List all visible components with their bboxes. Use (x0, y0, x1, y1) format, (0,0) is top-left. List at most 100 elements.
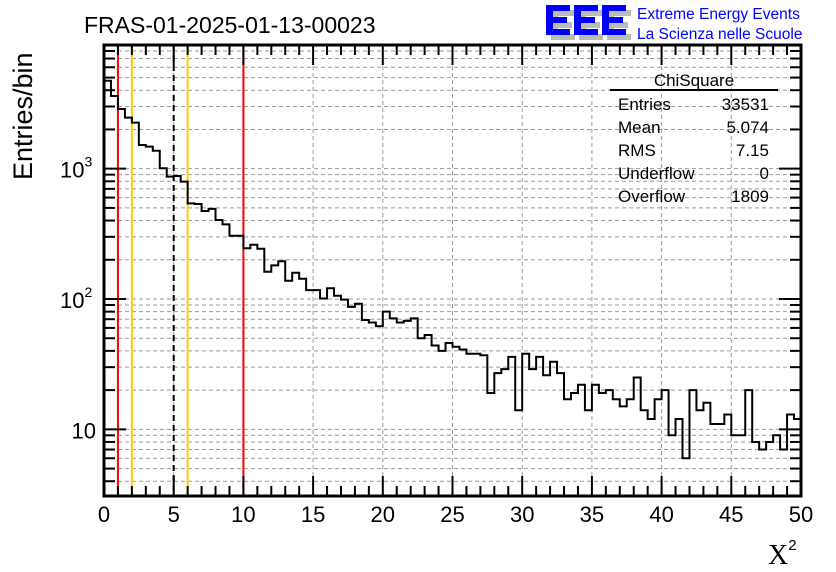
histogram-bin (404, 321, 411, 496)
histogram-bin (717, 424, 724, 496)
logo-letter-bar (551, 10, 575, 16)
histogram-bin (383, 312, 390, 496)
histogram-bin (766, 442, 773, 496)
histogram-bin (132, 123, 139, 496)
histogram-bin (299, 279, 306, 496)
histogram-bin (181, 182, 188, 496)
histogram-bin (564, 399, 571, 496)
histogram-bin (236, 236, 243, 496)
histogram-bin (487, 393, 494, 496)
histogram-bin (425, 335, 432, 496)
histogram-bin (676, 419, 683, 496)
histogram-bin (466, 354, 473, 496)
histogram-bin (592, 385, 599, 496)
histogram-bin (397, 323, 404, 496)
x-tick-label: 35 (580, 502, 604, 527)
histogram-bin (271, 265, 278, 496)
histogram-bin (473, 354, 480, 496)
x-tick-label: 25 (440, 502, 464, 527)
histogram-bin (202, 211, 209, 496)
y-tick-label: 10 (72, 418, 96, 443)
eee-logo: Extreme Energy Events La Scienza nelle S… (546, 5, 802, 43)
histogram-bin (480, 355, 487, 496)
logo-letter-bar (546, 29, 570, 35)
histogram-bin (662, 390, 669, 496)
histogram-bin (432, 345, 439, 496)
x-axis-label-superscript: 2 (788, 537, 796, 554)
x-axis-label-base: X (768, 540, 788, 571)
logo-letter-bar (574, 17, 595, 23)
histogram-bin (327, 288, 334, 496)
histogram-bin (292, 273, 299, 496)
histogram-bin (139, 145, 146, 496)
logo-letter-bar (574, 5, 598, 11)
x-tick-label: 40 (649, 502, 673, 527)
histogram-bin (578, 385, 585, 496)
histogram-bin (341, 300, 348, 496)
histogram-bin (195, 204, 202, 496)
histogram-bin (773, 435, 780, 496)
histogram-bin (557, 373, 564, 496)
histogram-bin (222, 224, 229, 496)
histogram-bin (453, 347, 460, 496)
histogram-bin (209, 209, 216, 496)
histogram-bin (634, 377, 641, 496)
logo-letter-bar (551, 22, 572, 28)
histogram-bin (529, 369, 536, 496)
x-tick-label: 5 (168, 502, 180, 527)
reference-lines (116, 45, 245, 496)
histogram-bin (655, 399, 662, 496)
stats-value: 33531 (722, 95, 769, 114)
x-tick-label: 0 (98, 502, 110, 527)
stats-value: 7.15 (736, 141, 769, 160)
histogram-bin (752, 442, 759, 496)
x-axis-label: X2 (768, 537, 797, 571)
logo-letter-bar (579, 22, 600, 28)
logo-letter-bar (602, 17, 623, 23)
histogram-bin (257, 249, 264, 496)
stats-value: 0 (760, 164, 769, 183)
x-tick-label: 15 (301, 502, 325, 527)
logo-letter-bar (607, 10, 631, 16)
histogram-bin (229, 236, 236, 496)
histogram-bin (174, 176, 181, 496)
histogram-bin (620, 406, 627, 496)
stats-title: ChiSquare (654, 71, 734, 90)
x-tick-label: 30 (510, 502, 534, 527)
histogram-bin (125, 118, 132, 496)
histogram-bin (627, 399, 634, 496)
histogram-bin (571, 393, 578, 496)
logo-letter-bar (546, 5, 570, 11)
histogram-bin (243, 248, 250, 496)
logo-letter-bar (574, 29, 598, 35)
histogram-bin (648, 419, 655, 496)
histogram-bin (118, 109, 125, 496)
chart-title: FRAS-01-2025-01-13-00023 (84, 12, 376, 38)
histogram-bin (167, 177, 174, 496)
logo-letter-bar (551, 34, 575, 40)
x-tick-label: 45 (719, 502, 743, 527)
histogram-bin (459, 349, 466, 496)
logo-letter-bar (602, 5, 626, 11)
histogram-bin (494, 373, 501, 496)
histogram-bin (599, 393, 606, 496)
histogram-bin (348, 307, 355, 496)
logo-letter-bar (546, 17, 567, 23)
histogram-bin (550, 362, 557, 496)
x-tick-label: 20 (371, 502, 395, 527)
histogram-bin (216, 220, 223, 496)
histogram-bin (446, 343, 453, 496)
y-tick-label-exponent: 3 (84, 154, 92, 170)
stats-box: ChiSquare Entries 33531 Mean 5.074 RMS 7.15 Un… (610, 71, 778, 206)
histogram-bin (683, 458, 690, 496)
histogram-line (104, 79, 801, 460)
histogram-bin (369, 323, 376, 496)
histogram-bin (320, 298, 327, 496)
histogram-bin (738, 435, 745, 496)
histogram-bin (731, 435, 738, 496)
histogram-bin (362, 320, 369, 496)
logo-line1: Extreme Energy Events (637, 6, 800, 23)
